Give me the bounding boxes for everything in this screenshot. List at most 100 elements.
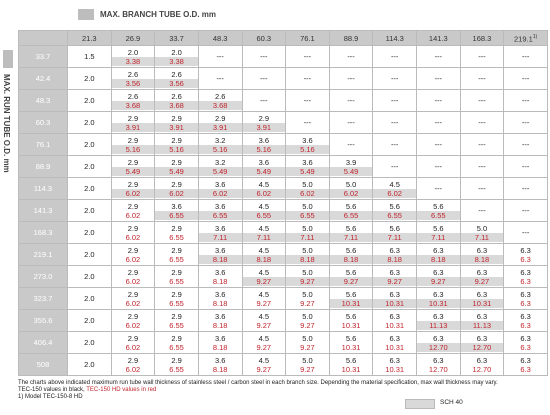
- black-value: 5.0: [302, 201, 313, 211]
- column-header: 21.3: [67, 30, 112, 46]
- red-value: 3.56: [155, 78, 198, 88]
- cell: ---: [285, 111, 330, 134]
- red-value: 6.55: [169, 320, 184, 330]
- red-value: 6.02: [373, 188, 416, 198]
- black-value: 5.0: [476, 223, 488, 233]
- red-value: 6.02: [155, 188, 198, 198]
- cell: 2.9 3.91: [197, 111, 243, 134]
- red-value: 8.18: [329, 254, 373, 264]
- cell: 5.0 6.55: [285, 199, 330, 222]
- black-value: 6.3: [433, 333, 444, 343]
- cell: ---: [503, 199, 548, 222]
- black-value: 5.0: [345, 179, 357, 189]
- cell: 3.6 8.18: [197, 265, 243, 288]
- black-value: 3.6: [214, 201, 226, 211]
- red-value: 12.70: [428, 364, 448, 374]
- red-value: 6.55: [286, 210, 329, 220]
- cell: 6.3 8.18: [416, 243, 461, 266]
- black-value: 2.9: [127, 267, 139, 277]
- black-value: 2.9: [127, 355, 139, 365]
- cell: 6.3 6.3: [503, 331, 548, 354]
- red-value: 9.27: [460, 276, 504, 286]
- black-value: 2.6: [171, 91, 182, 101]
- red-value: 6.3: [520, 320, 531, 330]
- black-value: 5.0: [302, 223, 313, 233]
- row: 141.3 2.0 2.9 6.02 3.6 6.55 3.6 6.55 4.5 6.55 5.0 6…: [18, 199, 548, 222]
- cell: 4.5 9.27: [241, 331, 287, 354]
- cell: ---: [241, 89, 287, 112]
- footer-note: The charts above indicated maximum run t…: [18, 380, 498, 386]
- cell: 6.3 12.70: [459, 331, 505, 354]
- red-value: 10.31: [417, 298, 460, 308]
- black-value: 5.6: [345, 333, 357, 343]
- black-value: 3.6: [214, 333, 226, 343]
- black-value: 4.5: [258, 355, 270, 365]
- black-value: 2.9: [127, 289, 139, 299]
- black-value: 6.3: [476, 355, 488, 365]
- cell: ---: [328, 67, 374, 90]
- cell: 3.6 8.18: [197, 331, 243, 354]
- cell: 2.9 3.91: [241, 111, 287, 134]
- cell: 2.9 6.55: [154, 243, 199, 266]
- black-value: 6.3: [433, 311, 444, 321]
- cell: 2.9 6.02: [110, 199, 156, 222]
- black-value: 5.0: [302, 355, 313, 365]
- cell: 3.6 5.16: [285, 133, 330, 156]
- black-value: 3.6: [302, 157, 313, 167]
- red-value: 10.31: [373, 298, 416, 308]
- cell: ---: [503, 155, 548, 178]
- row: 114.3 2.0 2.9 6.02 2.9 6.02 3.6 6.02 4.5 6.02 5.0 6…: [18, 177, 548, 200]
- red-value: 7.11: [329, 232, 373, 242]
- cell: 5.6 8.18: [328, 243, 374, 266]
- cell: 6.3 8.18: [459, 243, 505, 266]
- cell: 6.3 9.27: [459, 265, 505, 288]
- cell: ---: [459, 199, 505, 222]
- red-value: 8.18: [212, 364, 228, 374]
- cell: 2.9 6.55: [154, 353, 199, 376]
- red-value: 10.31: [385, 320, 405, 330]
- row: 168.3 2.0 2.9 6.02 2.9 6.55 3.6 7.11 4.5 7.11 5.0 7…: [18, 221, 548, 244]
- cell: 2.0 3.38: [154, 45, 199, 68]
- black-value: 5.0: [302, 267, 313, 277]
- cell: 1.5: [67, 45, 112, 68]
- red-value: 5.16: [198, 144, 242, 154]
- cell: 6.3 12.70: [459, 353, 505, 376]
- row-header: 406.4: [18, 331, 68, 354]
- column-note: 1): [532, 33, 538, 40]
- column-header: 141.3: [416, 30, 461, 46]
- red-value: 6.02: [125, 210, 141, 220]
- black-value: 2.9: [171, 179, 182, 189]
- red-value: 6.02: [125, 254, 141, 264]
- column-header: 219.11): [503, 30, 548, 46]
- red-value: 7.11: [198, 232, 242, 242]
- row: 406.4 2.0 2.9 6.02 2.9 6.55 3.6 8.18 4.5 9.27 5.0 9…: [18, 331, 548, 354]
- cell: 6.3 10.31: [372, 353, 417, 376]
- cell: ---: [372, 155, 417, 178]
- cell: 2.6 3.68: [154, 89, 199, 112]
- cell: 2.9 3.91: [154, 111, 199, 134]
- run-marker: [3, 50, 13, 68]
- black-value: 3.6: [214, 245, 226, 255]
- black-value: 5.0: [302, 311, 313, 321]
- row-header: 88.9: [18, 155, 68, 178]
- red-value: 6.3: [520, 298, 531, 308]
- red-value: 8.18: [212, 342, 228, 352]
- black-value: 6.3: [520, 289, 531, 299]
- black-value: 3.6: [214, 267, 226, 277]
- black-value: 6.3: [476, 333, 488, 343]
- red-value: 7.11: [373, 232, 416, 242]
- black-value: 4.5: [389, 179, 400, 189]
- red-value: 3.91: [242, 122, 286, 132]
- row: 42.4 2.0 2.6 3.56 2.6 3.56 --- --- --- --- --- --- -…: [18, 67, 548, 90]
- cell: 4.5 6.02: [372, 177, 417, 200]
- cell: 3.2 5.16: [197, 133, 243, 156]
- black-value: 6.3: [389, 333, 400, 343]
- red-value: 10.31: [385, 364, 405, 374]
- black-value: 2.0: [127, 47, 139, 57]
- red-value: 3.68: [198, 100, 242, 110]
- black-value: 6.3: [520, 245, 531, 255]
- cell: 6.3 10.31: [372, 331, 417, 354]
- black-value: 2.9: [127, 245, 139, 255]
- cell: ---: [241, 45, 287, 68]
- black-value: 6.3: [389, 245, 400, 255]
